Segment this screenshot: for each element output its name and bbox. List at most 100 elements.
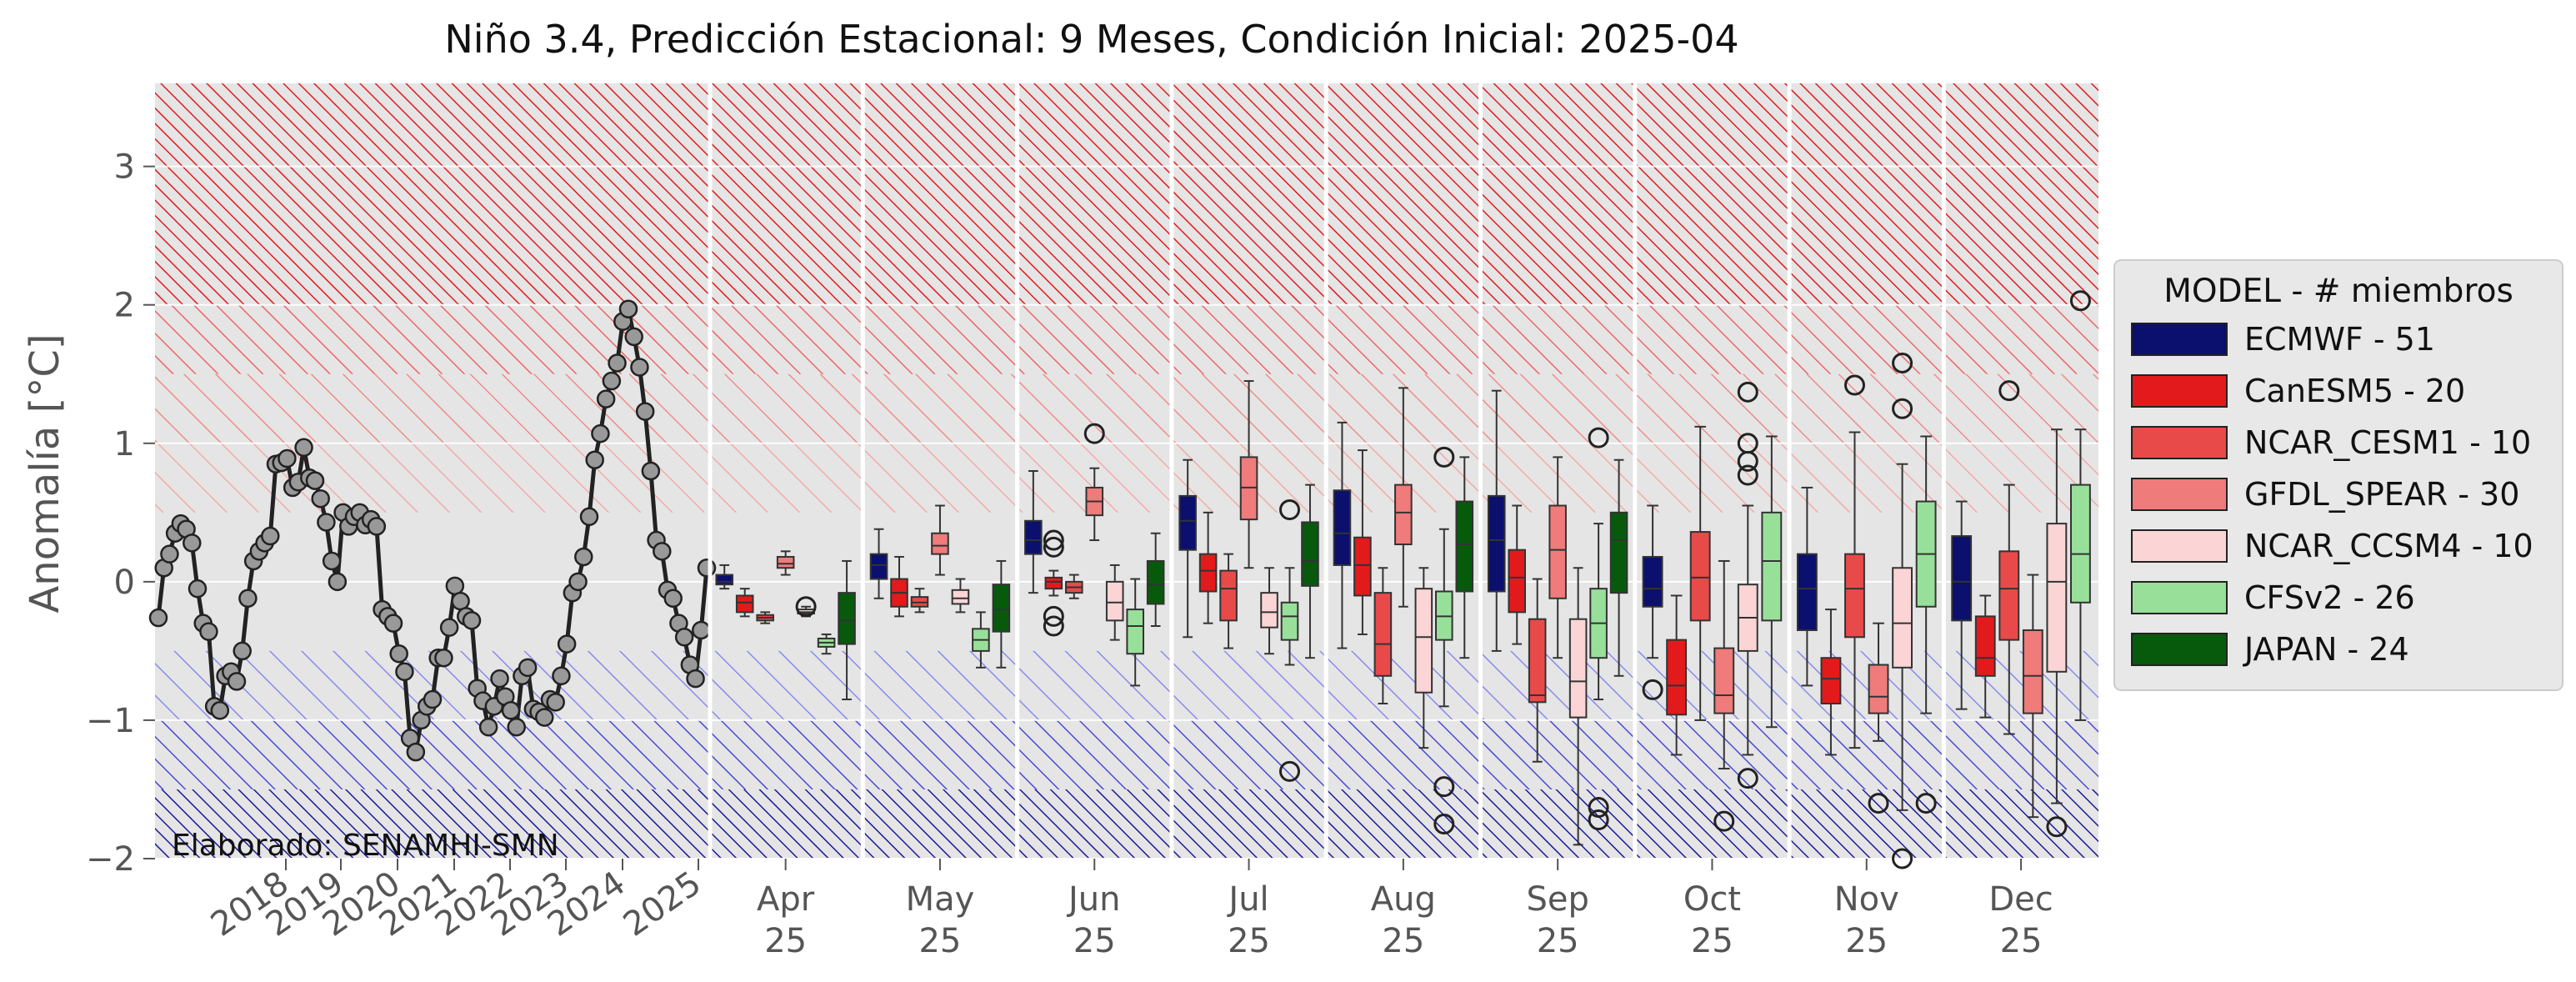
legend-entry: CFSv2 - 26 [2244, 579, 2415, 616]
observed-point [635, 402, 655, 421]
forecast-box [1951, 535, 1973, 622]
observed-point [294, 438, 313, 458]
box-outlier [1737, 381, 1758, 403]
box-outlier [1737, 450, 1758, 472]
forecast-box [2046, 523, 2068, 673]
box-outlier [795, 596, 817, 618]
forecast-box [1713, 647, 1735, 714]
box-outlier [1892, 398, 1913, 419]
legend-swatch [2131, 581, 2228, 614]
observed-point [579, 507, 599, 527]
box-outlier [1892, 352, 1913, 373]
month-tick-label: Aug [1371, 880, 1436, 919]
observed-point [641, 461, 661, 481]
observed-point [210, 701, 230, 720]
plot-area: 3210−1−220182019202020212022202320242025… [86, 83, 2098, 960]
observed-point [406, 742, 426, 762]
observed-point [507, 717, 526, 737]
forecast-box [1868, 664, 1889, 714]
forecast-box [1642, 555, 1663, 608]
box-outlier [1433, 776, 1455, 798]
hatch-band [155, 304, 2098, 374]
observed-point [630, 358, 649, 377]
forecast-box [1260, 592, 1278, 629]
observed-point [602, 371, 622, 391]
box-outlier [1043, 615, 1064, 637]
forecast-box [1892, 567, 1913, 669]
forecast-box [1689, 531, 1711, 622]
credit-annotation: Elaborado: SENAMHI-SMN [172, 829, 559, 863]
month-year-label: 25 [1228, 922, 1270, 960]
forecast-box [1178, 494, 1197, 551]
box-outlier [1713, 810, 1735, 832]
observed-point [434, 648, 453, 668]
observed-point [322, 551, 342, 571]
observed-point [439, 618, 459, 637]
forecast-box [1998, 550, 2020, 641]
observed-point [199, 622, 218, 641]
observed-point [188, 579, 208, 599]
forecast-box [1219, 569, 1238, 622]
month-tick-label: Jul [1226, 880, 1268, 919]
observed-point [591, 423, 610, 443]
forecast-box [1333, 489, 1352, 566]
box-outlier [1737, 768, 1758, 789]
forecast-box [1974, 615, 1996, 677]
observed-point [389, 644, 408, 664]
box-outlier [1043, 529, 1064, 551]
forecast-box [992, 584, 1011, 633]
box-outlier [1737, 464, 1758, 486]
box-outlier [1642, 679, 1663, 700]
observed-point [227, 672, 247, 691]
box-outlier [2069, 290, 2091, 312]
box-outlier [2046, 816, 2068, 838]
observed-point [546, 693, 565, 712]
forecast-box [1820, 657, 1842, 704]
legend-swatch [2131, 478, 2228, 511]
legend-swatch [2131, 323, 2228, 356]
observed-point [686, 669, 705, 689]
month-year-label: 25 [764, 922, 807, 960]
observed-point [535, 708, 554, 727]
box-outlier [1843, 374, 1865, 396]
observed-point [596, 389, 616, 408]
box-outlier [1588, 809, 1609, 830]
forecast-box [951, 589, 970, 605]
forecast-box [1761, 511, 1783, 622]
month-tick-label: Sep [1526, 880, 1588, 919]
observed-point [328, 572, 348, 592]
observed-point [663, 589, 683, 609]
forecast-box [1280, 601, 1299, 641]
month-tick-label: Oct [1683, 880, 1741, 919]
observed-point [148, 608, 168, 628]
observed-point [383, 614, 403, 633]
box-outlier [1868, 793, 1889, 814]
hatch-band [155, 373, 2098, 443]
forecast-box [1301, 521, 1319, 587]
box-outlier [1915, 793, 1937, 814]
observed-point [557, 634, 577, 654]
box-outlier [1433, 813, 1455, 834]
box-outlier [1278, 499, 1300, 520]
forecast-box [1508, 549, 1526, 614]
box-outlier [1433, 446, 1455, 468]
forecast-box [1796, 553, 1818, 631]
forecast-box [1198, 553, 1218, 593]
forecast-box [1568, 618, 1588, 719]
chart-title: Niño 3.4, Predicción Estacional: 9 Meses… [444, 17, 1738, 62]
forecast-box [1666, 639, 1688, 716]
forecast-box [1455, 500, 1474, 593]
legend-title: MODEL - # miembros [2163, 273, 2513, 310]
forecast-box [735, 594, 754, 614]
month-year-label: 25 [1845, 922, 1888, 960]
legend-swatch [2131, 426, 2228, 459]
month-tick-label: Jun [1066, 880, 1121, 919]
observed-point [261, 526, 280, 546]
forecast-box [1609, 511, 1628, 594]
y-axis-label: Anomalía [°C] [22, 333, 68, 613]
y-tick-label: 2 [114, 287, 135, 325]
observed-point [697, 559, 717, 578]
observed-point [552, 666, 571, 686]
observed-point [490, 669, 509, 689]
forecast-box [1487, 494, 1506, 593]
